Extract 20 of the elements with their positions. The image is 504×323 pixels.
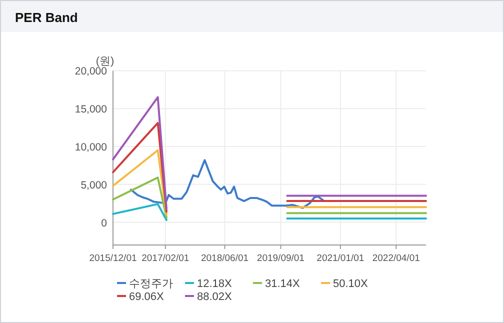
y-tick-label: 0: [101, 217, 108, 230]
chart-title: PER Band: [15, 10, 78, 25]
x-tick-label: 2021/01/01: [316, 253, 364, 264]
x-tick-label: 2019/09/01: [256, 253, 304, 264]
x-tick-label: 2017/02/01: [142, 253, 190, 264]
x-tick-label: 2015/12/01: [89, 253, 137, 264]
legend-label: 69.06X: [129, 291, 165, 303]
x-tick-label: 2018/06/01: [200, 253, 249, 264]
y-tick-label: 20,000: [74, 66, 108, 78]
legend-label: 수정주가: [129, 278, 173, 290]
line-series: [130, 159, 324, 209]
legend-label: 31.14X: [265, 278, 301, 290]
y-tick-label: 5,000: [80, 179, 108, 192]
x-tick-label: 2022/04/01: [372, 253, 420, 264]
y-axis-title: (원): [96, 56, 114, 68]
y-tick-label: 15,000: [74, 104, 108, 116]
legend-label: 88.02X: [197, 291, 233, 303]
legend-label: 50.10X: [333, 278, 369, 290]
legend-label: 12.18X: [197, 278, 233, 290]
y-tick-label: 10,000: [74, 141, 108, 154]
